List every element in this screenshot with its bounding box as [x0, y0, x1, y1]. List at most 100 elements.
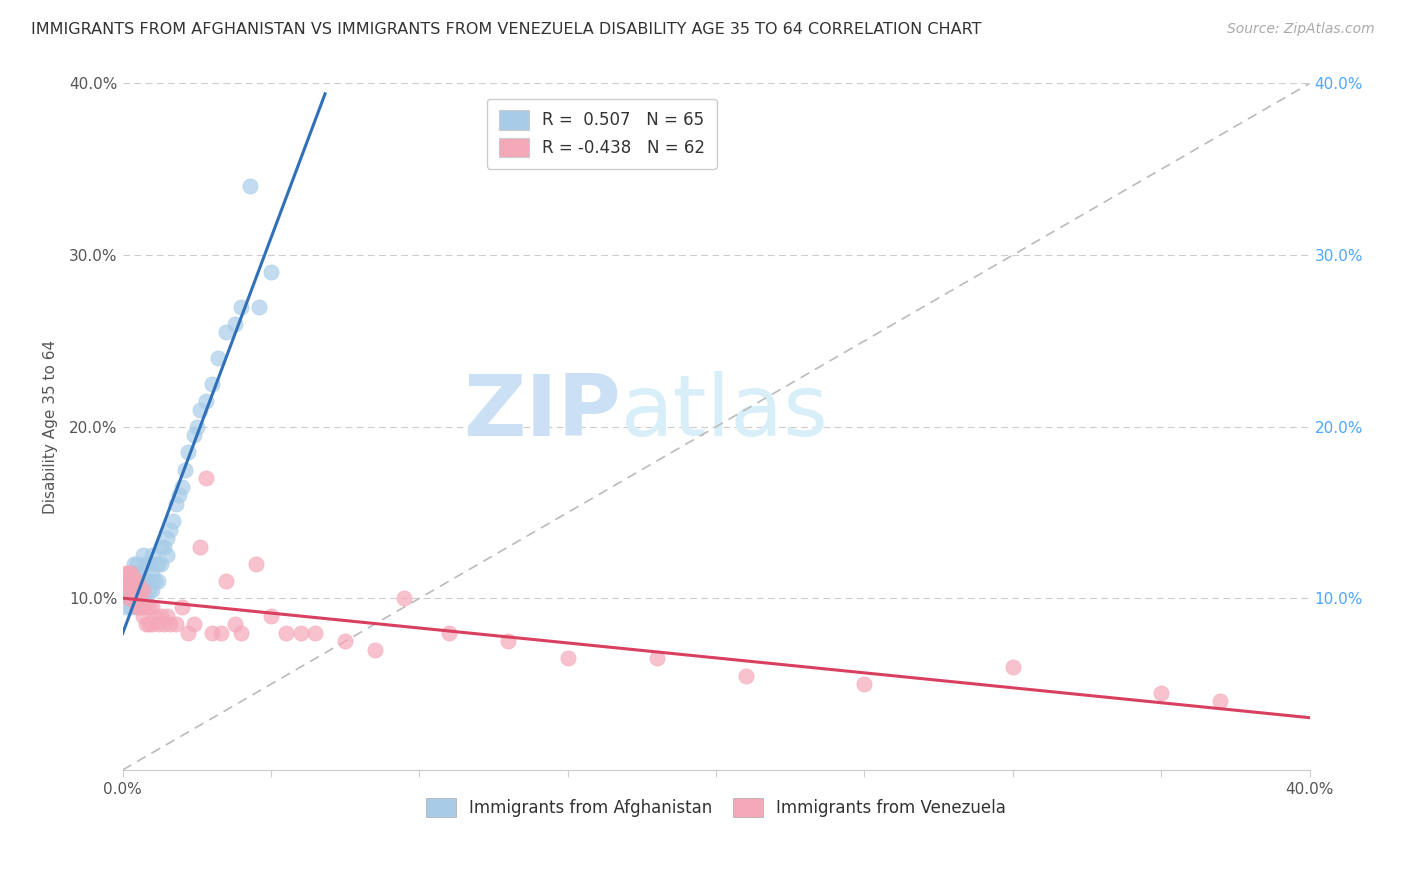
Point: [260, 608, 283, 623]
Point: [215, 574, 238, 589]
Point: [129, 582, 152, 597]
Text: Source: ZipAtlas.com: Source: ZipAtlas.com: [1227, 22, 1375, 37]
Point: [224, 617, 246, 632]
Point: [141, 617, 163, 632]
Point: [188, 402, 211, 417]
Point: [132, 608, 155, 623]
Point: [132, 549, 155, 563]
Point: [159, 617, 181, 632]
Point: [143, 557, 166, 571]
Point: [290, 625, 312, 640]
Point: [129, 591, 152, 606]
Point: [127, 566, 149, 580]
Point: [138, 582, 160, 597]
Point: [124, 591, 146, 606]
Point: [124, 582, 146, 597]
Point: [437, 625, 460, 640]
Point: [207, 351, 229, 365]
Point: [114, 566, 136, 580]
Point: [156, 531, 179, 545]
Point: [209, 625, 232, 640]
Point: [127, 574, 149, 589]
Point: [645, 651, 668, 665]
Point: [129, 591, 152, 606]
Point: [159, 523, 181, 537]
Point: [114, 582, 136, 597]
Point: [148, 574, 170, 589]
Point: [260, 265, 283, 279]
Point: [141, 549, 163, 563]
Point: [143, 608, 166, 623]
Point: [129, 566, 152, 580]
Point: [239, 179, 262, 194]
Point: [114, 599, 136, 614]
Point: [117, 591, 139, 606]
Point: [170, 480, 193, 494]
Point: [129, 599, 152, 614]
Point: [201, 376, 224, 391]
Point: [177, 445, 200, 459]
Point: [177, 625, 200, 640]
Point: [498, 634, 520, 648]
Point: [129, 574, 152, 589]
Point: [135, 617, 157, 632]
Point: [150, 557, 173, 571]
Point: [557, 651, 579, 665]
Point: [135, 599, 157, 614]
Point: [183, 617, 205, 632]
Point: [121, 582, 143, 597]
Point: [141, 582, 163, 597]
Point: [121, 566, 143, 580]
Point: [132, 582, 155, 597]
Point: [138, 617, 160, 632]
Text: ZIP: ZIP: [464, 371, 621, 455]
Point: [231, 625, 253, 640]
Point: [124, 574, 146, 589]
Point: [132, 599, 155, 614]
Point: [141, 566, 163, 580]
Point: [138, 557, 160, 571]
Point: [231, 300, 253, 314]
Point: [148, 617, 170, 632]
Point: [121, 582, 143, 597]
Point: [167, 488, 190, 502]
Point: [224, 317, 246, 331]
Point: [135, 557, 157, 571]
Point: [150, 540, 173, 554]
Point: [117, 582, 139, 597]
Point: [143, 574, 166, 589]
Point: [117, 591, 139, 606]
Point: [127, 574, 149, 589]
Point: [117, 574, 139, 589]
Legend: Immigrants from Afghanistan, Immigrants from Venezuela: Immigrants from Afghanistan, Immigrants …: [419, 791, 1012, 823]
Point: [186, 419, 208, 434]
Point: [165, 497, 187, 511]
Point: [215, 326, 238, 340]
Point: [127, 591, 149, 606]
Point: [124, 557, 146, 571]
Point: [1150, 686, 1173, 700]
Point: [148, 557, 170, 571]
Point: [127, 557, 149, 571]
Point: [853, 677, 876, 691]
Point: [121, 574, 143, 589]
Point: [127, 599, 149, 614]
Point: [247, 300, 270, 314]
Y-axis label: Disability Age 35 to 64: Disability Age 35 to 64: [44, 340, 58, 514]
Point: [1209, 694, 1232, 708]
Point: [394, 591, 416, 606]
Point: [127, 582, 149, 597]
Point: [156, 608, 179, 623]
Point: [132, 582, 155, 597]
Point: [153, 617, 176, 632]
Point: [132, 591, 155, 606]
Point: [124, 566, 146, 580]
Point: [183, 428, 205, 442]
Point: [141, 599, 163, 614]
Point: [132, 574, 155, 589]
Point: [127, 599, 149, 614]
Point: [127, 591, 149, 606]
Point: [274, 625, 297, 640]
Point: [245, 557, 267, 571]
Point: [121, 591, 143, 606]
